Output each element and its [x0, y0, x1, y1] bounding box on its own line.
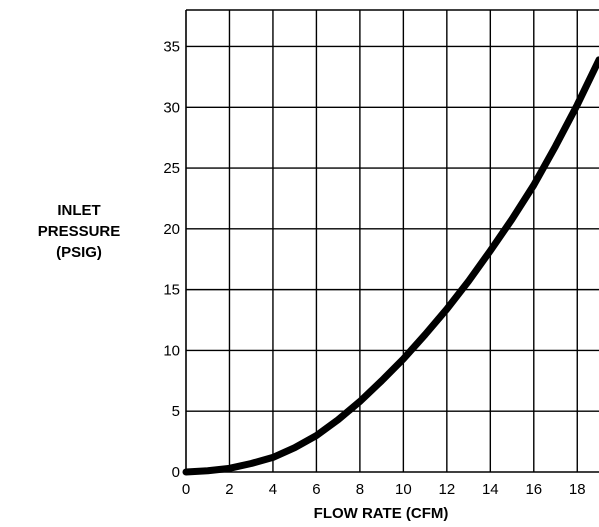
y-tick-label: 0 [172, 464, 180, 481]
x-tick-label: 2 [225, 481, 233, 498]
y-tick-label: 35 [163, 38, 180, 55]
x-tick-label: 8 [356, 481, 364, 498]
series-group [182, 56, 599, 476]
x-tick-label: 0 [182, 481, 190, 498]
x-tick-labels: 0 2 4 6 8 10 12 14 16 18 [182, 481, 586, 498]
x-tick-label: 12 [438, 481, 455, 498]
x-axis-title: FLOW RATE (CFM) [314, 505, 449, 522]
y-tick-label: 15 [163, 282, 180, 299]
y-axis-title-line-1: INLET [57, 202, 100, 219]
y-tick-label: 20 [163, 221, 180, 238]
y-tick-label: 5 [172, 403, 180, 420]
grid-lines [185, 9, 599, 473]
y-axis-title-line-2: PRESSURE [38, 223, 121, 240]
x-tick-label: 16 [525, 481, 542, 498]
y-tick-label: 25 [163, 160, 180, 177]
y-axis-title-line-3: (PSIG) [56, 244, 102, 261]
series-line [182, 56, 599, 476]
x-tick-label: 10 [395, 481, 412, 498]
x-tick-label: 14 [482, 481, 499, 498]
y-tick-label: 10 [163, 342, 180, 359]
x-tick-label: 6 [312, 481, 320, 498]
y-tick-labels: 0 5 10 15 20 25 30 35 [163, 38, 180, 481]
y-tick-label: 30 [163, 99, 180, 116]
x-tick-label: 4 [269, 481, 277, 498]
x-tick-label: 18 [569, 481, 586, 498]
